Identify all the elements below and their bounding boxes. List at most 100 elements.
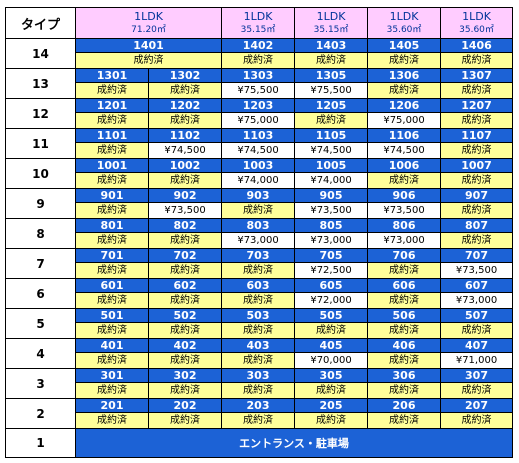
unit-status[interactable]: ¥75,000 [367, 112, 442, 129]
unit-number[interactable]: 1306 [367, 67, 442, 84]
unit-number[interactable]: 407 [440, 337, 514, 354]
unit-status[interactable]: 成約済 [367, 382, 442, 399]
unit-number[interactable]: 902 [147, 187, 223, 204]
unit-status[interactable]: 成約済 [75, 142, 149, 159]
unit-status[interactable]: 成約済 [221, 52, 296, 69]
unit-status[interactable]: 成約済 [440, 232, 514, 249]
unit-status[interactable]: 成約済 [147, 412, 223, 429]
unit-status[interactable]: 成約済 [294, 52, 369, 69]
unit-number[interactable]: 1401 [74, 37, 223, 54]
unit-status[interactable]: ¥75,500 [294, 82, 369, 99]
unit-number[interactable]: 1003 [221, 157, 296, 174]
unit-number[interactable]: 1301 [75, 67, 149, 84]
unit-status[interactable]: ¥70,000 [294, 352, 369, 369]
unit-number[interactable]: 502 [147, 307, 223, 324]
unit-number[interactable]: 402 [147, 337, 223, 354]
unit-number[interactable]: 1007 [440, 157, 514, 174]
unit-status[interactable]: ¥74,500 [294, 142, 369, 159]
unit-status[interactable]: 成約済 [440, 322, 514, 339]
unit-number[interactable]: 202 [147, 397, 223, 414]
unit-status[interactable]: 成約済 [221, 322, 296, 339]
unit-number[interactable]: 203 [221, 397, 296, 414]
unit-status[interactable]: 成約済 [75, 382, 149, 399]
unit-number[interactable]: 806 [367, 217, 442, 234]
unit-status[interactable]: 成約済 [75, 262, 149, 279]
unit-number[interactable]: 507 [440, 307, 514, 324]
unit-number[interactable]: 605 [294, 277, 369, 294]
unit-status[interactable]: 成約済 [221, 292, 296, 309]
unit-status[interactable]: 成約済 [147, 82, 223, 99]
unit-status[interactable]: 成約済 [75, 352, 149, 369]
unit-status[interactable]: 成約済 [74, 52, 223, 69]
unit-number[interactable]: 403 [221, 337, 296, 354]
unit-status[interactable]: 成約済 [440, 202, 514, 219]
unit-status[interactable]: 成約済 [440, 412, 514, 429]
unit-status[interactable]: 成約済 [440, 142, 514, 159]
unit-number[interactable]: 802 [147, 217, 223, 234]
unit-status[interactable]: 成約済 [440, 172, 514, 189]
unit-status[interactable]: ¥72,000 [294, 292, 369, 309]
unit-number[interactable]: 707 [440, 247, 514, 264]
unit-status[interactable]: 成約済 [367, 322, 442, 339]
unit-status[interactable]: 成約済 [367, 262, 442, 279]
unit-number[interactable]: 1403 [294, 37, 369, 54]
unit-number[interactable]: 606 [367, 277, 442, 294]
unit-number[interactable]: 1201 [75, 97, 149, 114]
unit-status[interactable]: 成約済 [147, 262, 223, 279]
unit-status[interactable]: ¥74,500 [221, 142, 296, 159]
unit-status[interactable]: 成約済 [147, 382, 223, 399]
unit-number[interactable]: 305 [294, 367, 369, 384]
unit-number[interactable]: 1006 [367, 157, 442, 174]
unit-number[interactable]: 1106 [367, 127, 442, 144]
unit-number[interactable]: 1105 [294, 127, 369, 144]
unit-number[interactable]: 1207 [440, 97, 514, 114]
unit-number[interactable]: 205 [294, 397, 369, 414]
unit-status[interactable]: 成約済 [75, 232, 149, 249]
unit-status[interactable]: 成約済 [75, 412, 149, 429]
unit-number[interactable]: 1206 [367, 97, 442, 114]
unit-status[interactable]: ¥73,000 [294, 232, 369, 249]
unit-number[interactable]: 901 [75, 187, 149, 204]
unit-status[interactable]: 成約済 [75, 112, 149, 129]
unit-number[interactable]: 601 [75, 277, 149, 294]
unit-number[interactable]: 207 [440, 397, 514, 414]
unit-status[interactable]: ¥73,500 [294, 202, 369, 219]
unit-number[interactable]: 905 [294, 187, 369, 204]
unit-status[interactable]: 成約済 [75, 322, 149, 339]
unit-number[interactable]: 1103 [221, 127, 296, 144]
unit-number[interactable]: 1302 [147, 67, 223, 84]
unit-status[interactable]: 成約済 [294, 412, 369, 429]
unit-status[interactable]: 成約済 [147, 112, 223, 129]
unit-number[interactable]: 903 [221, 187, 296, 204]
unit-number[interactable]: 906 [367, 187, 442, 204]
unit-status[interactable]: 成約済 [147, 172, 223, 189]
unit-number[interactable]: 303 [221, 367, 296, 384]
unit-number[interactable]: 301 [75, 367, 149, 384]
unit-status[interactable]: 成約済 [294, 112, 369, 129]
unit-status[interactable]: 成約済 [367, 172, 442, 189]
unit-status[interactable]: 成約済 [440, 112, 514, 129]
unit-status[interactable]: ¥71,000 [440, 352, 514, 369]
unit-number[interactable]: 1005 [294, 157, 369, 174]
unit-number[interactable]: 1202 [147, 97, 223, 114]
unit-status[interactable]: 成約済 [221, 352, 296, 369]
unit-number[interactable]: 503 [221, 307, 296, 324]
unit-status[interactable]: 成約済 [147, 352, 223, 369]
unit-number[interactable]: 701 [75, 247, 149, 264]
unit-number[interactable]: 505 [294, 307, 369, 324]
unit-number[interactable]: 1001 [75, 157, 149, 174]
unit-number[interactable]: 1102 [147, 127, 223, 144]
unit-number[interactable]: 1405 [367, 37, 442, 54]
unit-number[interactable]: 206 [367, 397, 442, 414]
unit-number[interactable]: 201 [75, 397, 149, 414]
unit-status[interactable]: 成約済 [440, 382, 514, 399]
unit-status[interactable]: 成約済 [367, 52, 442, 69]
unit-number[interactable]: 1305 [294, 67, 369, 84]
unit-number[interactable]: 602 [147, 277, 223, 294]
unit-status[interactable]: 成約済 [440, 52, 514, 69]
unit-status[interactable]: ¥73,500 [440, 262, 514, 279]
unit-status[interactable]: 成約済 [221, 262, 296, 279]
unit-status[interactable]: 成約済 [294, 382, 369, 399]
unit-status[interactable]: ¥73,000 [221, 232, 296, 249]
unit-number[interactable]: 801 [75, 217, 149, 234]
